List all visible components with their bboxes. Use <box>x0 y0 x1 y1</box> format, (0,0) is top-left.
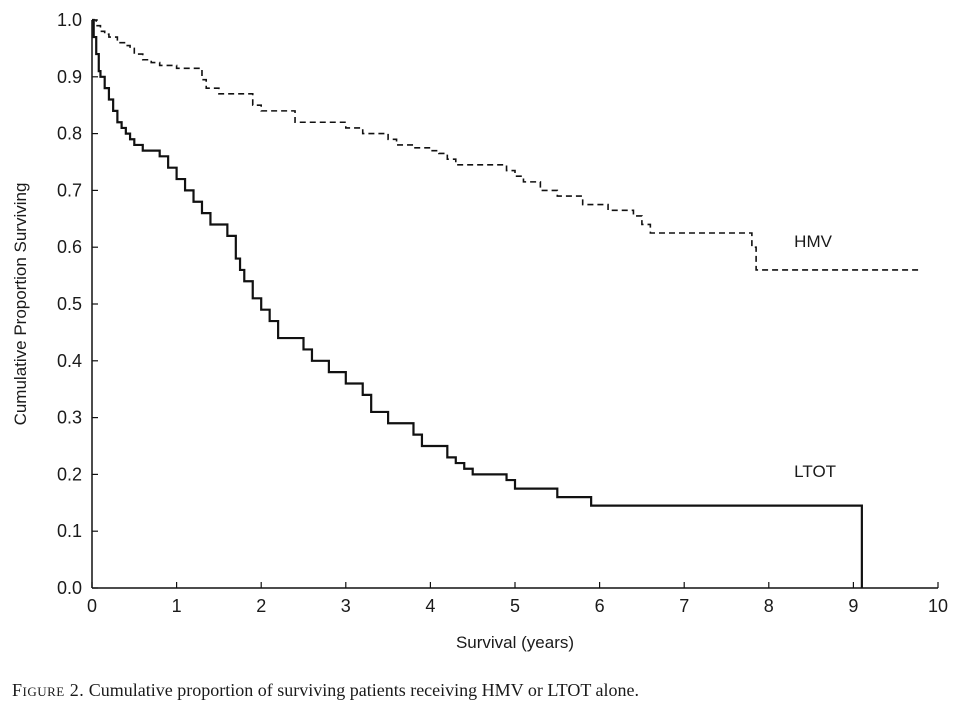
series-line-hmv <box>92 19 922 271</box>
x-tick-label: 2 <box>256 596 266 616</box>
y-tick-label: 0.1 <box>57 521 82 541</box>
axes <box>91 20 938 589</box>
x-tick-label: 5 <box>510 596 520 616</box>
x-tick-label: 4 <box>425 596 435 616</box>
x-tick-label: 7 <box>679 596 689 616</box>
x-tick-label: 6 <box>595 596 605 616</box>
y-tick-label: 0.9 <box>57 67 82 87</box>
chart-container: 0 1 2 3 4 5 6 7 8 9 10 0.0 0.1 0.2 0.3 0.4 0.5 0.6 0.7 0.8 0… <box>11 10 948 652</box>
y-tick-label: 0.0 <box>57 578 82 598</box>
x-tick-label: 1 <box>172 596 182 616</box>
x-tick-label: 10 <box>928 596 948 616</box>
y-tick-label: 0.8 <box>57 124 82 144</box>
y-tick-label: 0.5 <box>57 294 82 314</box>
x-tick-label: 9 <box>848 596 858 616</box>
caption-text: Cumulative proportion of surviving patie… <box>88 680 639 700</box>
series-label-ltot: LTOT <box>794 462 836 481</box>
y-tick-label: 0.6 <box>57 237 82 257</box>
chart-labels: Survival (years) Cumulative Proportion Su… <box>11 183 836 652</box>
x-tick-label: 3 <box>341 596 351 616</box>
x-tick-label: 8 <box>764 596 774 616</box>
figure-caption: Figure 2. Cumulative proportion of survi… <box>12 680 952 701</box>
y-axis-label: Cumulative Proportion Surviving <box>11 183 30 426</box>
y-tick-label: 0.4 <box>57 351 82 371</box>
y-tick-label: 1.0 <box>57 10 82 30</box>
y-tick-label: 0.3 <box>57 408 82 428</box>
series-line-ltot <box>92 18 863 588</box>
series-label-hmv: HMV <box>794 232 832 251</box>
y-tick-label: 0.7 <box>57 180 82 200</box>
x-axis-label: Survival (years) <box>456 633 574 652</box>
y-tick-label: 0.2 <box>57 464 82 484</box>
survival-chart: 0 1 2 3 4 5 6 7 8 9 10 0.0 0.1 0.2 0.3 0.4 0.5 0.6 0.7 0.8 0… <box>11 10 948 652</box>
figure-number: Figure 2. <box>12 680 85 700</box>
series-lines <box>92 18 922 588</box>
tick-marks: 0 1 2 3 4 5 6 7 8 9 10 0.0 0.1 0.2 0.3 0.4 0.5 0.6 0.7 0.8 0… <box>57 10 948 616</box>
x-tick-label: 0 <box>87 596 97 616</box>
